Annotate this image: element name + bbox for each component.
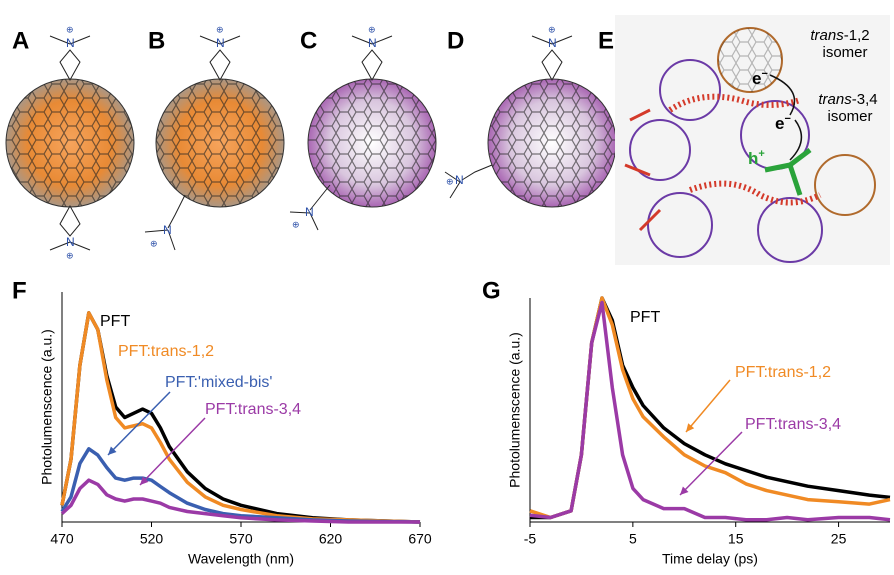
series-label: PFT:trans-3,4: [745, 416, 841, 433]
annotation: trans-3,4: [818, 91, 877, 108]
charts: 470 520 570 620 670 Wavelength (nm) Photolumen…: [39, 292, 891, 567]
annotation-part: −: [761, 68, 767, 80]
atom-label: N: [548, 36, 557, 50]
molecule-d: N ⊕ N ⊕: [444, 24, 617, 208]
series-line: [529, 300, 891, 522]
series-label: PFT:trans-1,2: [118, 343, 214, 360]
panel-letter: B: [148, 27, 165, 54]
annotation-part: -3,4: [852, 91, 878, 108]
panel-letter: D: [447, 27, 464, 54]
panel-letter: E: [598, 27, 614, 54]
series-line: [60, 311, 421, 524]
atom-label: N: [163, 223, 172, 237]
x-tick-label: 670: [408, 531, 432, 547]
annotation: isomer: [822, 44, 867, 61]
series-label: PFT: [630, 309, 660, 326]
arrow-head: [680, 486, 689, 495]
charge: ⊕: [368, 24, 376, 34]
annotation-part: trans: [810, 27, 844, 44]
panel-letter: F: [12, 277, 27, 304]
annotation-part: -1,2: [844, 27, 870, 44]
x-tick-label: 570: [229, 531, 253, 547]
charge: ⊕: [216, 24, 224, 34]
x-tick-label: 620: [319, 531, 343, 547]
arrow-head: [140, 476, 149, 485]
annotation-part: e: [775, 114, 784, 133]
series-line: [60, 447, 421, 524]
molecule-b: N ⊕ N ⊕: [144, 24, 285, 251]
x-axis-label: Time delay (ps): [662, 551, 758, 567]
arrow: [679, 431, 743, 496]
x-tick-label: 15: [728, 531, 744, 547]
arrow: [107, 391, 171, 456]
x-tick-label: 470: [50, 531, 74, 547]
series-line: [60, 478, 420, 524]
annotation-part: e: [752, 69, 761, 88]
molecule-a: N ⊕ N ⊕: [5, 24, 135, 260]
atom-label: N: [455, 173, 464, 187]
x-tick-label: 520: [140, 531, 164, 547]
series-label: PFT: [100, 313, 130, 330]
annotation: e−: [775, 113, 791, 134]
annotation: h+: [748, 148, 765, 169]
x-tick-label: -5: [524, 531, 537, 547]
charge: ⊕: [150, 238, 158, 248]
annotation: isomer: [827, 108, 872, 125]
arrow-head: [108, 446, 117, 455]
x-axis-label: Wavelength (nm): [188, 551, 294, 567]
x-tick-label: 25: [831, 531, 847, 547]
atom-label: N: [66, 235, 75, 249]
annotation: trans-1,2: [810, 27, 869, 44]
arrow-head: [686, 423, 695, 432]
series-label: PFT:trans-3,4: [205, 401, 301, 418]
series-label: PFT:trans-1,2: [735, 364, 831, 381]
charge: ⊕: [548, 24, 556, 34]
atom-label: N: [368, 36, 377, 50]
annotation-part: −: [784, 113, 790, 125]
y-axis-label: Photolumenscence (a.u.): [39, 329, 55, 485]
atom-label: N: [216, 36, 225, 50]
atom-label: N: [66, 36, 75, 50]
charge: ⊕: [292, 219, 300, 229]
charge: ⊕: [446, 176, 454, 186]
y-axis-label: Photolumenscence (a.u.): [507, 332, 523, 488]
annotation: e−: [752, 68, 768, 89]
annotation-part: +: [758, 148, 764, 160]
panel-letter: G: [482, 277, 501, 304]
panel-letter: C: [300, 27, 317, 54]
charge: ⊕: [66, 24, 74, 34]
panel-e-structure: trans-1,2 isomer trans-3,4 isomer e− e− …: [615, 15, 890, 265]
series-label: PFT:'mixed-bis': [165, 374, 272, 391]
annotation-part: trans: [818, 91, 852, 108]
charge: ⊕: [66, 250, 74, 260]
arrow: [139, 417, 206, 486]
panel-letter: A: [12, 27, 29, 54]
molecule-c: N ⊕ N ⊕: [289, 24, 437, 231]
x-tick-label: 5: [629, 531, 637, 547]
annotation-part: h: [748, 149, 758, 168]
atom-label: N: [305, 205, 314, 219]
arrow: [685, 379, 731, 433]
